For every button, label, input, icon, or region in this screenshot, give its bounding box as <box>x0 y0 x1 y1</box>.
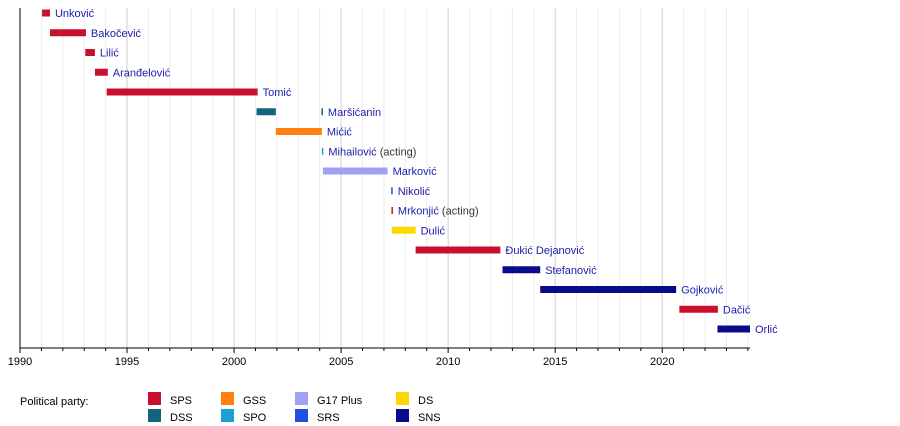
legend-label: DSS <box>170 412 193 424</box>
speaker-name[interactable]: Tomić <box>263 87 292 99</box>
legend-title: Political party: <box>20 396 88 408</box>
legend-item: SPS <box>148 392 192 407</box>
term-bar <box>540 286 677 293</box>
x-tick-label: 2005 <box>329 356 353 368</box>
x-tick-label: 2000 <box>222 356 246 368</box>
term-bar <box>275 128 322 135</box>
row-label: Lilić <box>100 48 119 60</box>
speaker-name[interactable]: Nikolić <box>398 186 431 198</box>
term-bar <box>679 305 718 313</box>
speaker-name[interactable]: Marković <box>393 166 438 178</box>
speaker-name[interactable]: Đukić Dejanović <box>505 245 584 257</box>
speaker-name[interactable]: Dulić <box>421 225 446 237</box>
x-tick-label: 2020 <box>650 356 674 368</box>
legend-item: SNS <box>396 409 441 424</box>
speaker-name[interactable]: Mićić <box>327 127 353 139</box>
legend-label: G17 Plus <box>317 395 363 407</box>
legend-swatch <box>396 392 409 405</box>
term-bar <box>256 108 276 116</box>
speaker-name[interactable]: Lilić <box>100 48 119 60</box>
x-tick-label: 1990 <box>8 356 32 368</box>
speaker-name[interactable]: Mrkonjić <box>398 206 439 218</box>
legend-swatch <box>148 392 161 405</box>
row-label: Gojković <box>681 285 724 297</box>
term-bar <box>42 9 50 17</box>
x-axis: 1990 1995 2000 2005 2010 2015 2020 <box>8 8 750 368</box>
term-bar <box>717 325 750 333</box>
legend-swatch <box>295 409 308 422</box>
speaker-note: (acting) <box>377 146 417 158</box>
row-label: Orlić <box>755 324 778 336</box>
legend-item: DS <box>396 392 433 407</box>
legend-label: SPO <box>243 412 267 424</box>
term-bar <box>322 167 388 175</box>
speaker-name[interactable]: Unković <box>55 8 95 20</box>
legend-item: DSS <box>148 409 193 424</box>
term-bar <box>49 29 86 37</box>
row-label: Mrkonjić (acting) <box>398 206 479 218</box>
legend-swatch <box>221 392 234 405</box>
row-label: Aranđelović <box>113 67 171 79</box>
row-label: Bakočević <box>91 28 142 40</box>
legend-swatch <box>221 409 234 422</box>
legend-item: SPO <box>221 409 267 424</box>
legend-label: SRS <box>317 412 340 424</box>
row-label: Dačić <box>723 304 751 316</box>
legend-item: SRS <box>295 409 340 424</box>
term-bar <box>94 68 108 76</box>
x-tick-label: 2015 <box>543 356 567 368</box>
term-bar <box>391 187 393 195</box>
bars: Unković Bakočević Lilić Aranđelović Tomić Mar… <box>42 8 778 336</box>
term-bar <box>415 246 501 254</box>
speaker-name[interactable]: Aranđelović <box>113 67 171 79</box>
legend-item: GSS <box>221 392 266 407</box>
row-label: Unković <box>55 8 95 20</box>
legend-label: GSS <box>243 395 266 407</box>
speaker-name[interactable]: Dačić <box>723 304 751 316</box>
row-label: Mićić <box>327 127 353 139</box>
legend-swatch <box>148 409 161 422</box>
term-bar <box>391 226 416 234</box>
row-label: Mihailović (acting) <box>328 146 416 158</box>
grid <box>40 8 749 348</box>
speaker-name[interactable]: Stefanović <box>545 265 597 277</box>
legend-label: SNS <box>418 412 441 424</box>
term-bar <box>502 266 541 274</box>
legend-item: G17 Plus <box>295 392 363 407</box>
term-bar <box>321 108 323 116</box>
row-label: Stefanović <box>545 265 597 277</box>
speaker-name[interactable]: Orlić <box>755 324 778 336</box>
term-bar <box>85 49 95 56</box>
legend-label: SPS <box>170 395 192 407</box>
row-label: Tomić <box>263 87 292 99</box>
speaker-name[interactable]: Maršićanin <box>328 107 381 119</box>
x-tick-label: 1995 <box>115 356 139 368</box>
term-bar <box>321 147 324 155</box>
legend-swatch <box>396 409 409 422</box>
legend-swatch <box>295 392 308 405</box>
speaker-name[interactable]: Gojković <box>681 285 724 297</box>
row-label: Marković <box>393 166 438 178</box>
row-label: Nikolić <box>398 186 431 198</box>
speaker-name[interactable]: Mihailović <box>328 146 377 158</box>
row-label: Đukić Dejanović <box>505 245 584 257</box>
x-tick-label: 2010 <box>436 356 460 368</box>
term-bar <box>391 207 393 214</box>
legend: Political party: SPS DSS GSS SPO G17 Plus SRS… <box>20 392 441 424</box>
speaker-name[interactable]: Bakočević <box>91 28 142 40</box>
row-label: Dulić <box>421 225 446 237</box>
speaker-note: (acting) <box>439 206 479 218</box>
legend-label: DS <box>418 395 433 407</box>
term-bar <box>106 88 258 96</box>
row-label: Maršićanin <box>328 107 381 119</box>
